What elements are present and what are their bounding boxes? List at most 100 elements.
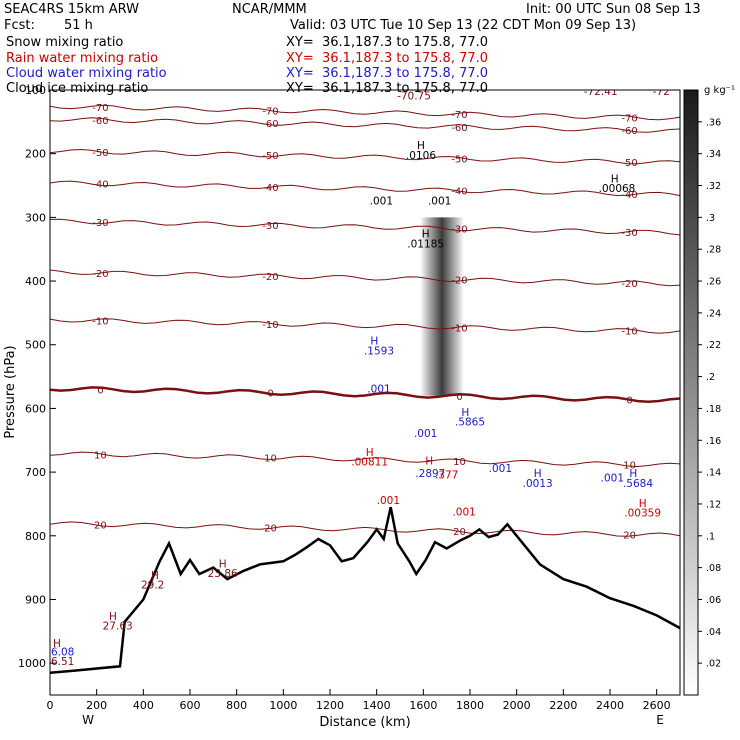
valid-time: Valid: 03 UTC Tue 10 Sep 13 (22 CDT Mon … <box>290 18 637 33</box>
isotherm-label: -20 <box>92 269 108 280</box>
terrain-line <box>50 506 680 674</box>
colorbar-tick-label: .14 <box>706 468 721 479</box>
colorbar-tick-label: .1 <box>706 531 715 542</box>
isotherm-label: -30 <box>621 228 637 239</box>
contour-annotation: .01185 <box>407 238 444 250</box>
contour-annotation: .00811 <box>351 457 388 469</box>
colorbar: .02 .04 .06 .08 .1 .12 .14 .16 .18 .2 .22 .24 .26 .28… <box>683 85 735 696</box>
contour-annotation: H <box>534 468 542 480</box>
y-tick-label: 600 <box>25 402 46 415</box>
y-tick-label: 900 <box>25 593 46 606</box>
y-tick-label: 500 <box>25 339 46 352</box>
contour-annotation: 26.51 <box>44 656 74 668</box>
isotherm-label: -50 <box>621 158 637 169</box>
contour-annotation: H <box>629 468 637 480</box>
y-tick-label: 300 <box>25 211 46 224</box>
contour-annotation: H <box>109 611 117 623</box>
contour-annotation: -72.41 <box>584 86 618 98</box>
isotherm-20 <box>50 521 680 537</box>
isotherm--70 <box>50 104 680 121</box>
isotherm-label: -10 <box>262 320 278 331</box>
isotherm-label: 10 <box>453 457 466 468</box>
x-tick-label: 1600 <box>409 699 437 712</box>
contour-annotation: -72 <box>653 86 670 98</box>
field-xy-rain: XY= 36.1,187.3 to 175.8, 77.0 <box>286 51 489 66</box>
isotherm-label: -70 <box>621 113 637 124</box>
isotherm-label: -40 <box>92 180 108 191</box>
x-tick-label: 800 <box>226 699 247 712</box>
contour-annotation: H <box>417 140 425 152</box>
contour-annotation: .2897 <box>415 468 445 480</box>
isotherm-label: 20 <box>94 520 107 531</box>
isotherm-label: 0 <box>456 392 462 403</box>
isotherm-label: -60 <box>262 119 278 130</box>
contour-annotation: H <box>639 498 647 510</box>
contour-annotation: .0106 <box>406 150 436 162</box>
isotherm-label: -70 <box>92 103 108 114</box>
field-xy-snow: XY= 36.1,187.3 to 175.8, 77.0 <box>286 35 489 50</box>
colorbar-tick-label: .34 <box>706 149 721 160</box>
colorbar-tick-label: .08 <box>706 563 721 574</box>
x-tick-label: 200 <box>86 699 107 712</box>
contour-annotation: .00068 <box>599 183 636 195</box>
colorbar-tick-label: .18 <box>706 404 721 415</box>
isotherm-label: -60 <box>621 126 637 137</box>
forecast-label: Fcst: <box>4 18 35 33</box>
contour-annotation: .001 <box>414 428 437 440</box>
contour-annotation: .001 <box>489 463 512 475</box>
model-title: SEAC4RS 15km ARW <box>4 2 140 17</box>
contour-annotation: H <box>611 173 619 185</box>
isotherm-label: 20 <box>453 527 466 538</box>
contour-annotation: 29.2 <box>141 580 164 592</box>
field-name-snow: Snow mixing ratio <box>6 35 124 50</box>
field-name-cloud-water: Cloud water mixing ratio <box>6 66 167 81</box>
isotherm-label: 20 <box>623 530 636 541</box>
isotherm-label: -20 <box>262 272 278 283</box>
east-label: E <box>656 713 664 727</box>
contour-annotation: H <box>370 336 378 348</box>
isotherm-label: -70 <box>262 106 278 117</box>
isotherm-label: -10 <box>621 327 637 338</box>
colorbar-tick-label: .24 <box>706 308 721 319</box>
y-tick-label: 400 <box>25 275 46 288</box>
isotherm--20 <box>50 269 680 287</box>
isotherm-label: 0 <box>626 395 632 406</box>
isotherm-label: -50 <box>92 148 108 159</box>
contour-annotation: .001 <box>367 384 390 396</box>
contour-annotation: H <box>422 229 430 241</box>
isotherm--50 <box>50 148 680 165</box>
x-tick-label: 2600 <box>643 699 671 712</box>
field-xy-cloud-ice: XY= 36.1,187.3 to 175.8, 77.0 <box>286 81 489 96</box>
forecast-hours: 51 h <box>64 18 93 33</box>
axes-layer: 0 200 400 600 800 1000 1200 1400 1600 1800 2000 220… <box>18 84 671 712</box>
y-tick-label: 1000 <box>18 657 46 670</box>
isotherm-label: -50 <box>451 155 467 166</box>
x-tick-label: 2200 <box>549 699 577 712</box>
x-tick-label: 2000 <box>503 699 531 712</box>
contour-annotation: H <box>366 447 374 459</box>
y-axis-label: Pressure (hPa) <box>3 345 18 438</box>
isotherm-label: -60 <box>92 116 108 127</box>
x-tick-label: 600 <box>180 699 201 712</box>
isotherm-label: 10 <box>264 454 277 465</box>
colorbar-tick-label: .06 <box>706 595 721 606</box>
contour-annotation: .001 <box>601 473 624 485</box>
x-tick-label: 1000 <box>269 699 297 712</box>
x-tick-label: 2400 <box>596 699 624 712</box>
x-axis-label: Distance (km) <box>319 715 410 730</box>
colorbar-unit: g kg⁻¹ <box>704 85 735 96</box>
x-tick-label: 1800 <box>456 699 484 712</box>
colorbar-tick-label: .02 <box>706 659 721 670</box>
init-time: Init: 00 UTC Sun 08 Sep 13 <box>526 2 701 17</box>
x-tick-label: 0 <box>47 699 54 712</box>
isotherm-label: 0 <box>267 389 273 400</box>
isotherm-label: -50 <box>262 151 278 162</box>
contour-annotation: .001 <box>370 196 393 208</box>
x-tick-label: 400 <box>133 699 154 712</box>
colorbar-tick-label: .3 <box>706 213 715 224</box>
field-name-cloud-ice: Cloud ice mixing ratio <box>6 81 149 96</box>
colorbar-tick-label: .36 <box>706 117 721 128</box>
contour-annotation: .5865 <box>455 417 485 429</box>
isotherm-label: -20 <box>451 276 467 287</box>
